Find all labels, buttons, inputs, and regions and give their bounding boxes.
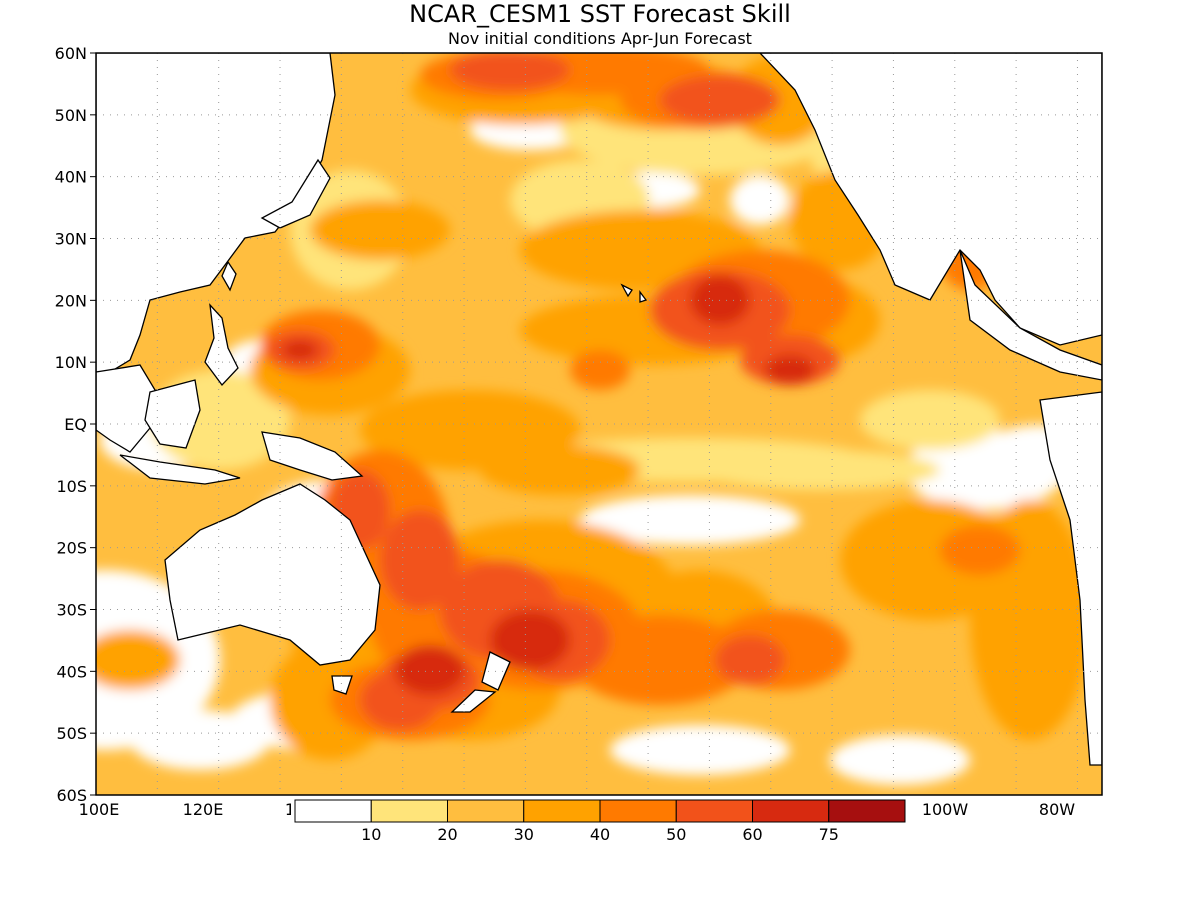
skill-region <box>940 525 1020 575</box>
map-gridlines <box>96 53 1102 795</box>
lon-label: 80W <box>1039 800 1075 819</box>
colorbar-swatch <box>599 799 677 823</box>
lon-label: 100E <box>79 800 120 819</box>
skill-region <box>480 445 640 495</box>
colorbar-swatch <box>752 799 830 823</box>
colorbar-swatch <box>447 799 525 823</box>
colorbar-swatch <box>294 799 372 823</box>
lat-label: 60N <box>55 44 87 63</box>
skill-region <box>830 735 970 785</box>
longitude-axis: 100E 120E 1 100W 80W <box>79 800 1076 819</box>
new-guinea <box>261 431 364 481</box>
philippines <box>204 303 239 387</box>
latitude-axis: 60N 50N 40N 30N 20N 10N EQ 10S 20S 30S 40S 50S 60S <box>55 44 96 805</box>
tasmania <box>331 675 353 695</box>
lat-label: 40N <box>55 168 87 187</box>
lat-label: 50S <box>56 724 87 743</box>
skill-region <box>490 610 570 670</box>
skill-region <box>580 495 800 545</box>
land-masses <box>96 53 1102 766</box>
lat-label: 60S <box>56 786 87 805</box>
borneo <box>144 379 201 449</box>
colorbar-tick-label: 20 <box>437 825 457 844</box>
lat-label: EQ <box>64 415 87 434</box>
skill-region <box>765 355 815 385</box>
north-america <box>759 53 1102 346</box>
skill-region <box>570 350 630 390</box>
skill-region <box>660 75 780 125</box>
lon-label: 120E <box>183 800 224 819</box>
lat-label: 50N <box>55 106 87 125</box>
colorbar-tick-label: 75 <box>819 825 839 844</box>
lat-label: 10S <box>56 477 87 496</box>
lat-label: 30S <box>56 601 87 620</box>
skill-region <box>282 340 318 360</box>
map-title: NCAR_CESM1 SST Forecast Skill <box>409 0 791 28</box>
asia-landmass <box>96 53 336 373</box>
colorbar-tick-label: 50 <box>666 825 686 844</box>
lon-label: 100W <box>922 800 969 819</box>
south-america <box>1039 391 1102 766</box>
colorbar-tick-label: 60 <box>742 825 762 844</box>
lat-label: 20S <box>56 539 87 558</box>
colorbar-swatch <box>675 799 753 823</box>
skill-region <box>450 53 570 90</box>
colorbar-swatch <box>828 799 906 823</box>
skill-region <box>700 450 940 490</box>
lat-label: 20N <box>55 291 87 310</box>
skill-region <box>730 175 790 225</box>
new-zealand-south <box>450 689 497 713</box>
map-subtitle: Nov initial conditions Apr-Jun Forecast <box>448 29 752 48</box>
sumatra-java <box>119 454 241 485</box>
skill-region <box>690 275 750 325</box>
central-america <box>959 249 1102 381</box>
skill-region <box>310 200 450 260</box>
lon-label: 1 <box>285 800 295 819</box>
colorbar-swatch <box>370 799 448 823</box>
skill-region <box>380 510 460 610</box>
skill-region <box>860 390 1000 450</box>
colorbar: 10 20 30 40 50 60 75 <box>291 799 909 844</box>
lat-label: 30N <box>55 230 87 249</box>
hawaii-islands <box>620 283 648 303</box>
colorbar-swatch <box>523 799 601 823</box>
skill-region <box>610 725 790 775</box>
skill-region <box>96 630 180 690</box>
lat-label: 10N <box>55 353 87 372</box>
indochina <box>96 364 159 453</box>
new-zealand-north <box>481 651 511 691</box>
lat-label: 40S <box>56 662 87 681</box>
colorbar-tick-label: 30 <box>514 825 534 844</box>
skill-region <box>395 645 465 695</box>
skill-region <box>570 615 750 705</box>
taiwan <box>221 260 237 292</box>
skill-region <box>130 710 270 770</box>
colorbar-tick-label: 10 <box>361 825 381 844</box>
colorbar-tick-label: 40 <box>590 825 610 844</box>
skill-region <box>715 635 785 685</box>
